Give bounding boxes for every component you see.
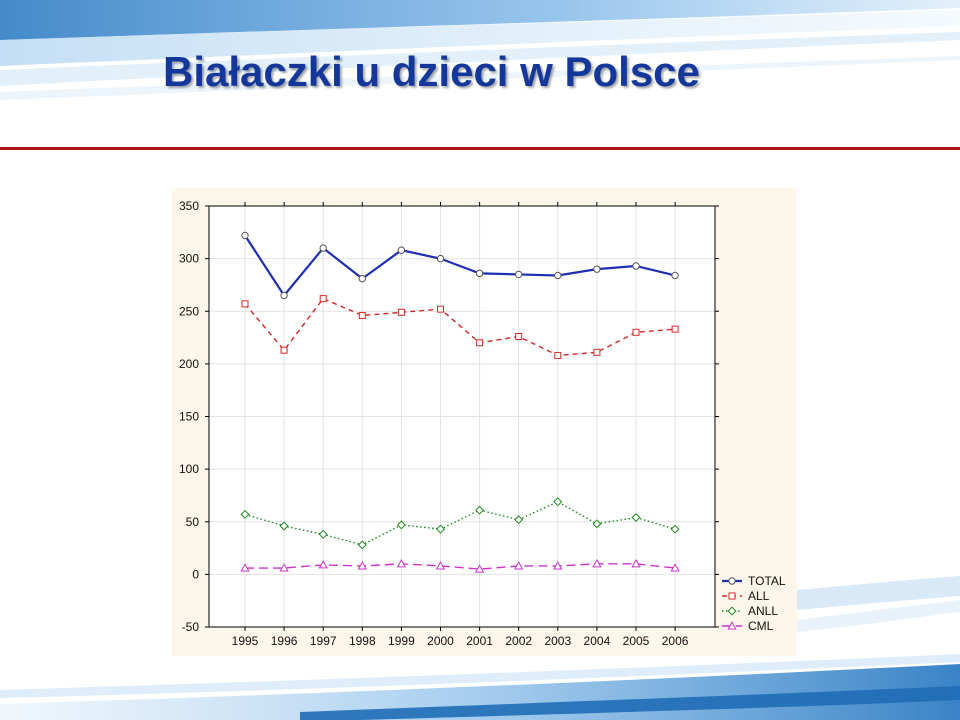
data-point-total — [515, 270, 523, 279]
line-chart: -50 0 50 100 150 200 250 300 350 1995 1996 1997 1998… — [179, 199, 786, 648]
data-point-total — [554, 271, 562, 280]
x-tick-label: 2001 — [466, 634, 493, 648]
data-point-all — [241, 300, 249, 308]
data-point-all — [515, 333, 523, 341]
data-point-all — [358, 311, 366, 319]
y-tick-label: 300 — [179, 252, 199, 266]
x-tick-label: 2003 — [544, 634, 571, 648]
data-point-total — [632, 262, 640, 270]
data-point-all — [280, 346, 288, 354]
legend-label-anll: ANLL — [748, 604, 778, 618]
y-tick-label: 150 — [179, 410, 199, 424]
legend-marker-cml — [727, 621, 737, 630]
data-point-cml — [592, 559, 602, 568]
legend-label-cml: CML — [748, 619, 774, 633]
y-tick-label: 250 — [179, 304, 199, 318]
slide-title: Białaczki u dzieci w Polsce — [163, 48, 700, 95]
chart-panel: -50 0 50 100 150 200 250 300 350 1995 1996 1997 1998… — [172, 188, 797, 656]
series-line-total — [244, 234, 676, 298]
title-divider — [0, 147, 960, 150]
data-point-anll — [670, 524, 680, 534]
data-point-all — [319, 295, 327, 303]
data-point-cml — [240, 563, 250, 572]
x-tick-label: 1999 — [388, 634, 415, 648]
data-point-anll — [357, 540, 367, 550]
x-tick-label: 2006 — [662, 634, 689, 648]
data-point-all — [632, 328, 640, 336]
data-point-total — [671, 271, 679, 280]
data-point-total — [475, 269, 484, 278]
x-tick-label: 1996 — [271, 634, 298, 648]
data-point-total — [280, 291, 288, 300]
data-point-total — [436, 254, 445, 263]
data-point-cml — [435, 561, 446, 570]
data-point-cml — [514, 561, 524, 570]
legend-marker-total — [728, 577, 736, 585]
x-tick-label: 2000 — [427, 634, 454, 648]
data-point-cml — [357, 561, 367, 570]
data-point-anll — [592, 519, 602, 529]
data-point-cml — [553, 561, 563, 570]
data-point-total — [358, 274, 367, 283]
data-point-total — [593, 265, 601, 273]
y-tick-label: 100 — [179, 462, 199, 476]
data-point-all — [437, 305, 444, 313]
legend-marker-anll — [727, 606, 737, 616]
data-point-cml — [279, 563, 289, 572]
x-tick-label: 2002 — [505, 634, 532, 648]
data-point-cml — [670, 563, 680, 572]
data-point-anll — [553, 497, 563, 507]
x-tick-label: 1997 — [310, 634, 337, 648]
y-tick-label: 50 — [186, 515, 200, 529]
data-point-total — [397, 246, 406, 254]
data-point-all — [476, 339, 484, 347]
data-point-anll — [279, 521, 289, 531]
data-point-anll — [475, 505, 485, 515]
data-point-cml — [396, 559, 407, 568]
data-point-anll — [514, 515, 524, 525]
data-point-anll — [435, 524, 446, 534]
legend-label-all: ALL — [748, 589, 770, 603]
data-point-all — [671, 325, 679, 333]
data-point-anll — [631, 513, 641, 523]
data-point-cml — [474, 564, 485, 573]
series-line-all — [244, 297, 676, 357]
data-point-all — [397, 308, 405, 316]
data-point-cml — [631, 559, 641, 568]
legend-label-total: TOTAL — [748, 574, 786, 588]
y-tick-label: -50 — [182, 620, 200, 634]
legend-marker-all — [728, 592, 736, 600]
y-tick-label: 0 — [192, 567, 199, 581]
data-point-anll — [396, 520, 406, 530]
data-point-all — [554, 351, 562, 359]
data-point-total — [241, 231, 249, 240]
x-tick-label: 2004 — [584, 634, 611, 648]
x-tick-label: 1998 — [349, 634, 376, 648]
y-tick-label: 350 — [179, 199, 199, 213]
y-tick-label: 200 — [179, 357, 199, 371]
x-tick-label: 1995 — [232, 634, 259, 648]
data-point-cml — [318, 560, 328, 569]
x-tick-label: 2005 — [623, 634, 650, 648]
series-line-cml — [245, 563, 676, 570]
data-point-anll — [318, 529, 328, 539]
data-point-anll — [240, 509, 250, 519]
data-point-total — [319, 244, 327, 252]
top-decoration — [0, 0, 960, 100]
data-point-all — [593, 348, 601, 356]
